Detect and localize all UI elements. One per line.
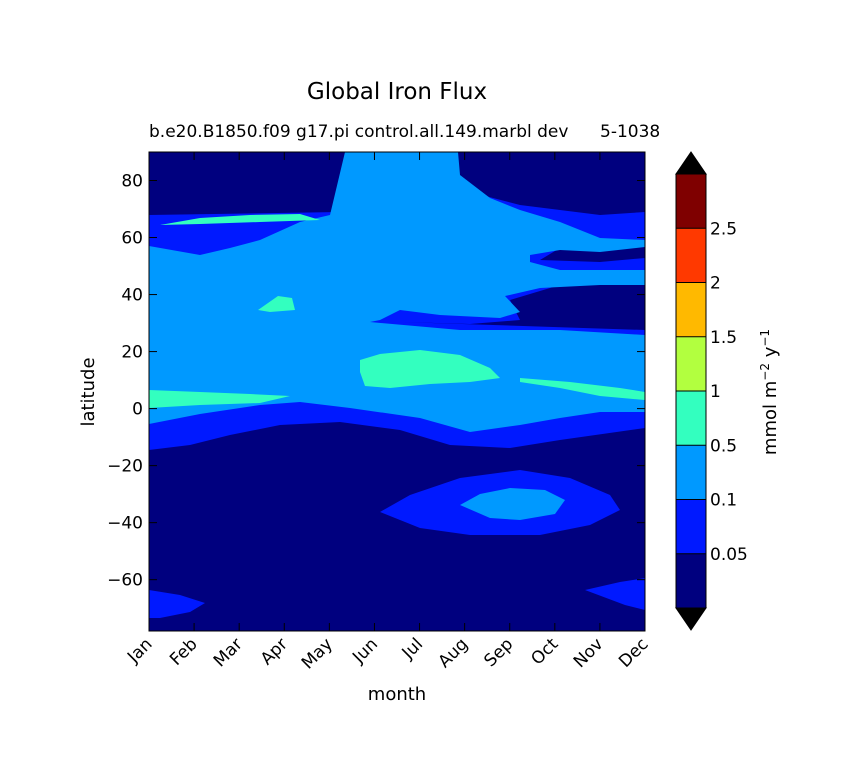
- chart-subtitle: b.e20.B1850.f09 g17.pi control.all.149.m…: [149, 122, 568, 142]
- x-tick-label: Dec: [615, 634, 652, 671]
- colorbar-segment: [676, 445, 706, 500]
- colorbar-tick-label: 1: [710, 382, 721, 402]
- contour-region-0.5-1: [149, 214, 645, 408]
- colorbar-tick-label: 1.5: [710, 328, 737, 348]
- colorbar-tick-label: 2: [710, 274, 721, 294]
- y-tick-label: 20: [121, 343, 143, 363]
- plot-frame: [148, 151, 646, 632]
- colorbar-tick-label: 0.1: [710, 491, 737, 511]
- y-tick-label: −20: [107, 457, 143, 477]
- colorbar-tick-label: 0.5: [710, 436, 737, 456]
- y-axis: −60 −40 −20 0 20 40 60 80: [107, 172, 645, 591]
- colorbar-over-triangle: [675, 151, 707, 175]
- colorbar-segment: [676, 174, 706, 229]
- y-tick-label: 60: [121, 229, 143, 249]
- x-tick-label: Jan: [123, 634, 156, 667]
- colorbar-under-triangle: [675, 607, 707, 631]
- x-tick-label: Oct: [527, 634, 562, 669]
- x-tick-label: Aug: [435, 634, 473, 672]
- colorbar-segment: [676, 553, 706, 608]
- colorbar-segment: [676, 282, 706, 337]
- y-tick-label: 80: [121, 172, 143, 192]
- contour-region-0.1-0.5: [149, 152, 645, 432]
- colorbar-segment: [676, 391, 706, 446]
- x-tick-label: Feb: [166, 634, 201, 669]
- colorbar-segment: [676, 228, 706, 283]
- x-tick-label: Apr: [257, 634, 292, 669]
- x-tick-label: Jun: [348, 634, 382, 668]
- x-tick-label: Nov: [570, 634, 608, 672]
- y-axis-label: latitude: [78, 357, 99, 426]
- colorbar-tick-label: 2.5: [710, 219, 737, 239]
- y-tick-label: −60: [107, 571, 143, 591]
- y-tick-label: 0: [132, 400, 143, 420]
- colorbar-segment: [676, 499, 706, 554]
- y-tick-label: −40: [107, 514, 143, 534]
- colorbar-tick-label: 0.05: [710, 545, 748, 565]
- x-tick-label: Mar: [210, 634, 247, 671]
- chart-title: Global Iron Flux: [307, 79, 487, 105]
- x-tick-label: Jul: [398, 634, 427, 663]
- colorbar: 0.05 0.1 0.5 1 1.5 2 2.5: [675, 151, 748, 631]
- x-tick-label: Sep: [480, 634, 517, 671]
- plot-area: [148, 151, 646, 632]
- x-tick-label: May: [298, 634, 337, 673]
- colorbar-segment: [676, 336, 706, 391]
- y-tick-label: 40: [121, 286, 143, 306]
- x-axis-label: month: [368, 684, 426, 705]
- colorbar-label: mmol m−2 y−1: [758, 329, 781, 455]
- contour-region-0.1-0.5-south: [460, 488, 565, 520]
- chart-subtitle-right: 5-1038: [600, 122, 660, 142]
